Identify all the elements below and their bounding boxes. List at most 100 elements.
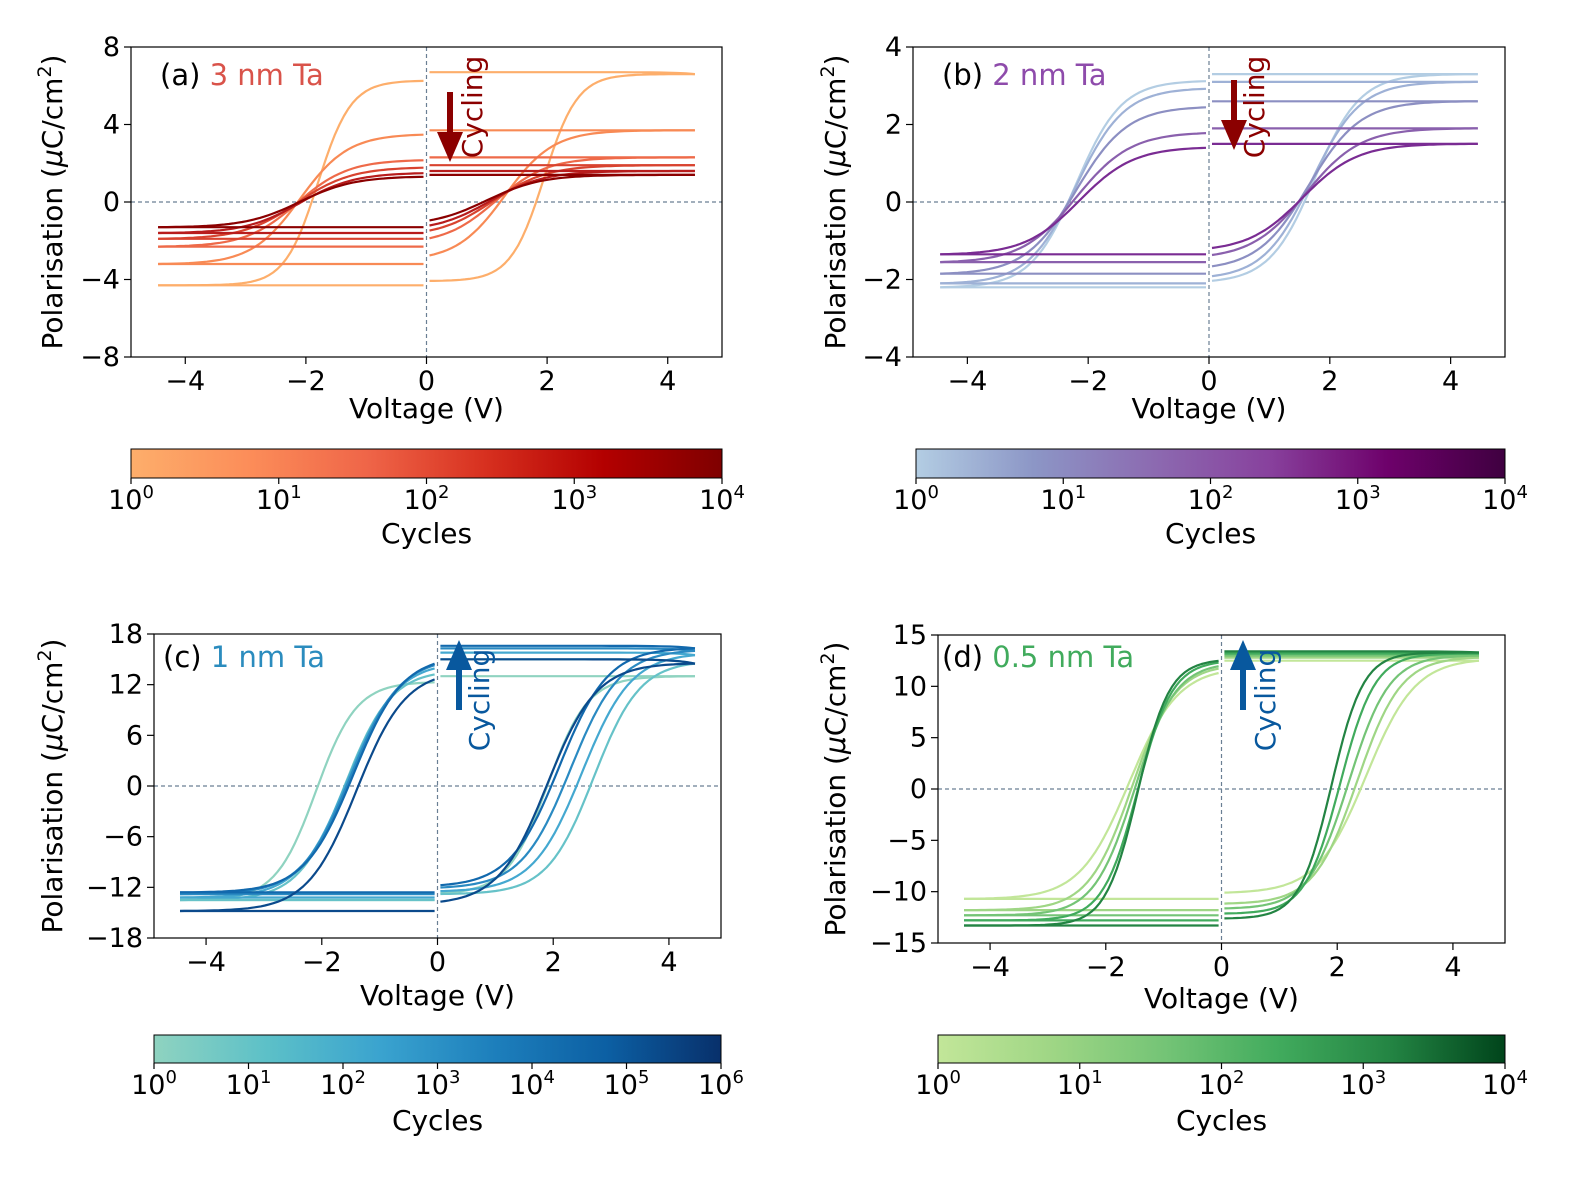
series-a-2 (158, 129, 695, 266)
panel-letter: (b) (942, 58, 983, 92)
cycling-annotation: Cycling (1238, 56, 1271, 159)
y-axis-label-mu: μ (819, 736, 852, 755)
colorbar-tick-exp: 1 (1075, 482, 1086, 503)
colorbar-tick-exp: 6 (732, 1067, 743, 1088)
curve-d-cycle3-branch1 (1224, 654, 1480, 910)
curve-d-cycle2-branch1 (1224, 656, 1480, 905)
panel-label: (d) 0.5 nm Ta (942, 640, 1134, 674)
xtick-label: 4 (1442, 366, 1459, 397)
y-axis-label-prefix: Polarisation ( (36, 751, 69, 933)
xtick-label: −4 (165, 366, 205, 397)
series-a-1 (158, 71, 695, 287)
colorbar-tick-base: 10 (1057, 1070, 1091, 1101)
ytick-label: −15 (870, 928, 927, 959)
panel-letter: (a) (160, 58, 200, 92)
curve-a-cycle1-branch2 (429, 71, 695, 76)
cycling-arrow-head (437, 132, 463, 162)
colorbar-tick-base: 10 (404, 485, 438, 516)
colorbar-tick-label: 101 (226, 1067, 272, 1101)
panel-sample: 2 nm Ta (992, 58, 1106, 92)
colorbar-tick-exp: 3 (449, 1067, 460, 1088)
colorbar (130, 448, 723, 479)
ytick-label: −8 (80, 342, 120, 373)
colorbar-tick-label: 100 (915, 1067, 961, 1101)
panel-label: (a) 3 nm Ta (160, 58, 324, 92)
y-axis-label-suffix: ) (36, 639, 69, 650)
colorbar-tick-label: 102 (404, 482, 450, 516)
curve-a-cycle5-branch1 (429, 169, 695, 227)
ytick-label: 4 (103, 110, 120, 141)
curve-c-cycle5-branch2 (440, 644, 696, 650)
colorbar-tick-label: 104 (1482, 482, 1528, 516)
curve-d-cycle1-branch1 (1224, 659, 1480, 894)
colorbar-tick-label: 101 (1057, 1067, 1103, 1101)
colorbar-tick-label: 102 (1199, 1067, 1245, 1101)
curve-c-cycle6-branch3 (179, 678, 436, 913)
curve-a-cycle1-branch3 (158, 79, 424, 287)
colorbar-tick-exp: 4 (1516, 1067, 1527, 1088)
colorbar-tick-exp: 4 (543, 1067, 554, 1088)
colorbar-tick-label: 106 (698, 1067, 744, 1101)
y-axis-label-suffix: ) (819, 55, 852, 66)
series-b-2 (940, 80, 1478, 285)
series-d-4 (964, 652, 1479, 922)
y-axis-label: Polarisation (μC/cm2) (817, 642, 852, 937)
curve-c-cycle1-branch3 (179, 681, 435, 902)
ytick-label: −6 (103, 822, 143, 853)
xtick-label: 0 (1200, 366, 1217, 397)
colorbar-tick-exp: 3 (1369, 482, 1380, 503)
panel-sample: 1 nm Ta (211, 640, 325, 674)
colorbar (937, 1034, 1506, 1064)
curve-d-cycle5-branch3 (964, 659, 1219, 927)
colorbar-label: Cycles (1165, 517, 1256, 550)
colorbar-tick-label: 103 (551, 482, 597, 516)
xtick-label: 2 (1321, 366, 1338, 397)
y-axis-label-unit: C/cm (819, 78, 852, 150)
panel-label-space (202, 640, 211, 674)
panel-letter: (c) (163, 640, 202, 674)
curve-a-cycle1-branch1 (429, 73, 695, 282)
curve-b-cycle3-branch3 (940, 106, 1207, 275)
ytick-label: −10 (870, 877, 927, 908)
ytick-label: 10 (893, 671, 927, 702)
y-axis-label-sup: 2 (817, 65, 839, 77)
panel-sample: 0.5 nm Ta (992, 640, 1134, 674)
colorbar-tick-exp: 0 (165, 1067, 176, 1088)
colorbar-tick-exp: 2 (1233, 1067, 1244, 1088)
series-c-5 (180, 644, 696, 894)
xtick-label: 0 (1213, 952, 1230, 983)
colorbar-tick-label: 103 (1335, 482, 1381, 516)
colorbar-tick-base: 10 (1340, 1070, 1374, 1101)
colorbar-tick-exp: 1 (1091, 1067, 1102, 1088)
y-axis-label-prefix: Polarisation ( (819, 754, 852, 936)
panel-a: −4 −2 0 2 4 −8 −4 0 4 8 Voltage (V) Polarisation (μ… (34, 32, 745, 550)
colorbar-tick-exp: 3 (586, 482, 597, 503)
colorbar-tick-base: 10 (1199, 1070, 1233, 1101)
xtick-label: 4 (1444, 952, 1461, 983)
colorbar-tick-label: 103 (415, 1067, 461, 1101)
colorbar-tick-label: 102 (1188, 482, 1234, 516)
y-axis-label: Polarisation (μC/cm2) (34, 55, 69, 350)
x-axis-label: Voltage (V) (1132, 392, 1287, 425)
y-axis-label-sup: 2 (817, 652, 839, 664)
curve-b-cycle2-branch3 (940, 87, 1207, 285)
cycling-arrow-head (446, 640, 472, 670)
colorbar-label: Cycles (1176, 1104, 1267, 1137)
colorbar-tick-exp: 3 (1375, 1067, 1386, 1088)
ytick-label: 12 (109, 670, 143, 701)
curve-c-cycle6-branch1 (440, 662, 696, 903)
colorbar-tick-label: 105 (604, 1067, 650, 1101)
y-axis-label-prefix: Polarisation ( (36, 167, 69, 349)
colorbar-tick-exp: 2 (1222, 482, 1233, 503)
panel-letter: (d) (942, 640, 983, 674)
colorbar-tick-base: 10 (915, 1070, 949, 1101)
curve-c-cycle4-branch1 (440, 649, 696, 889)
cycling-arrow-head (1230, 640, 1256, 670)
colorbar-tick-exp: 1 (260, 1067, 271, 1088)
xtick-label: −2 (1068, 366, 1108, 397)
xtick-label: 4 (660, 947, 677, 978)
x-axis-label: Voltage (V) (349, 392, 504, 425)
colorbar-tick-base: 10 (1482, 485, 1516, 516)
ytick-label: 0 (910, 774, 927, 805)
colorbar-tick-exp: 2 (438, 482, 449, 503)
